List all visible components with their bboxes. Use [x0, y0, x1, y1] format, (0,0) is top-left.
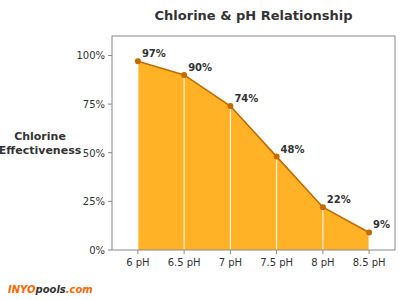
- x-tick: [276, 250, 277, 254]
- watermark-part: pools: [34, 284, 65, 295]
- plot-frame: [112, 36, 395, 250]
- drop-line: [322, 207, 323, 250]
- x-tick-label: 6 pH: [126, 257, 149, 268]
- data-marker: [366, 229, 372, 235]
- x-tick-label: 6.5 pH: [168, 257, 201, 268]
- data-marker: [135, 58, 141, 64]
- y-tick-label: 75%: [83, 99, 105, 110]
- x-tick: [322, 250, 323, 254]
- x-tick: [369, 250, 370, 254]
- data-marker: [227, 103, 233, 109]
- x-tick: [184, 250, 185, 254]
- drop-line: [184, 75, 185, 250]
- y-tick-label: 100%: [76, 50, 105, 61]
- data-label: 48%: [281, 144, 305, 155]
- data-label: 97%: [142, 48, 166, 59]
- data-label: 9%: [373, 219, 390, 230]
- chart-title: Chlorine & pH Relationship: [155, 8, 353, 23]
- x-tick: [230, 250, 231, 254]
- x-tick-label: 8 pH: [311, 257, 334, 268]
- area-fill: [138, 61, 369, 250]
- x-tick: [137, 250, 138, 254]
- data-line: [138, 61, 369, 232]
- x-tick-label: 7 pH: [219, 257, 242, 268]
- chart-container: Chlorine & pH Relationship 97% 90% 74% 48% 22…: [0, 0, 409, 300]
- drop-line: [137, 61, 138, 250]
- y-tick: [108, 104, 112, 105]
- y-tick-label: 0%: [89, 245, 105, 256]
- data-label: 74%: [234, 93, 258, 104]
- plot-area: [135, 58, 372, 250]
- x-tick-label: 7.5 pH: [260, 257, 293, 268]
- y-tick: [108, 250, 112, 251]
- watermark-part: .com: [66, 284, 93, 295]
- watermark: INYOpools.com: [8, 284, 93, 295]
- y-tick: [108, 55, 112, 56]
- data-label: 90%: [188, 62, 212, 73]
- x-tick-label: 8.5 pH: [353, 257, 386, 268]
- data-marker: [274, 154, 280, 160]
- data-marker: [320, 204, 326, 210]
- y-tick: [108, 152, 112, 153]
- chart-svg: Chlorine & pH Relationship 97% 90% 74% 48% 22…: [0, 0, 409, 300]
- drop-line: [276, 157, 277, 250]
- y-tick-label: 25%: [83, 196, 105, 207]
- watermark-part: INYO: [8, 284, 36, 295]
- data-label: 22%: [327, 194, 351, 205]
- y-axis-label: ChlorineEffectiveness: [0, 130, 82, 157]
- y-tick-label: 50%: [83, 148, 105, 159]
- drop-line: [230, 106, 231, 250]
- y-tick: [108, 201, 112, 202]
- data-marker: [181, 72, 187, 78]
